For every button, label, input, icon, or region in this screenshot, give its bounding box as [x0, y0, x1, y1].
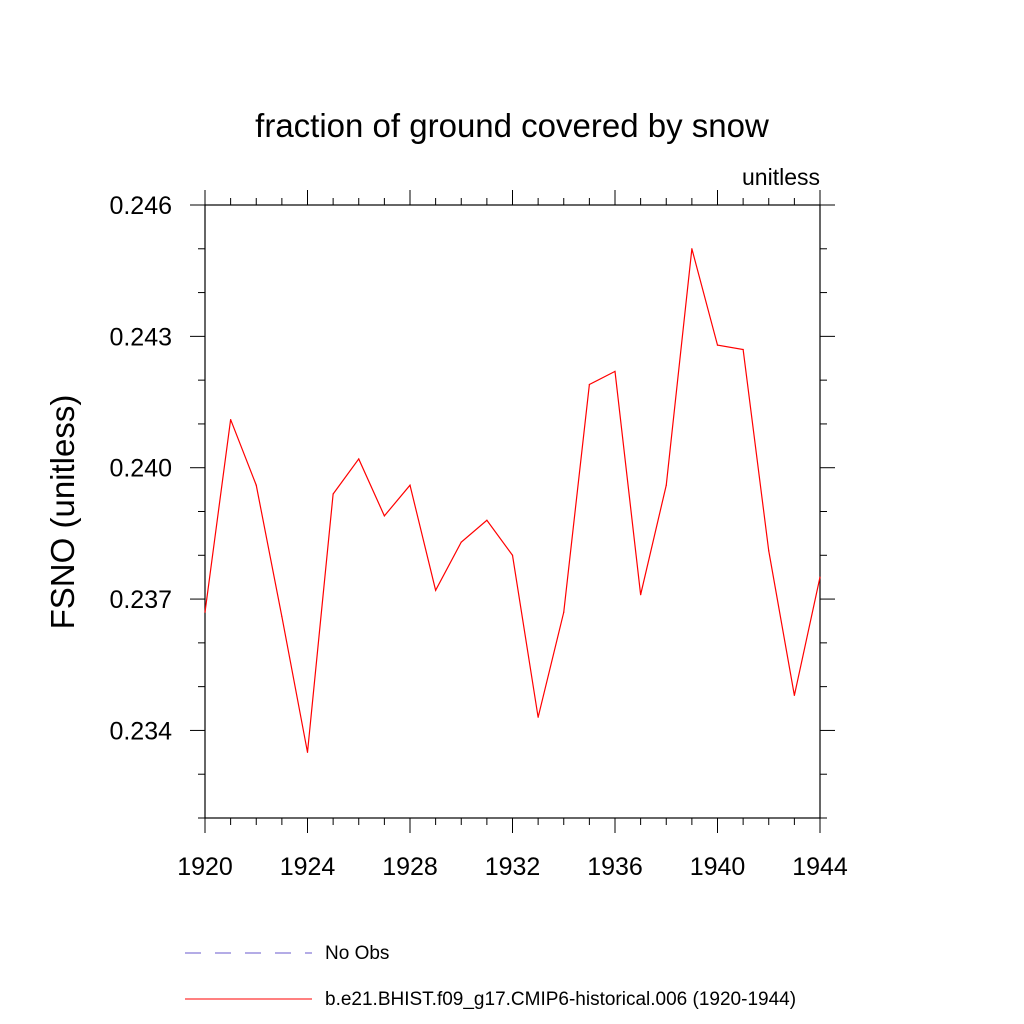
data-point: [640, 594, 642, 596]
data-point: [358, 458, 360, 460]
data-point: [768, 550, 770, 552]
data-point: [665, 484, 667, 486]
chart-title: fraction of ground covered by snow: [255, 107, 769, 144]
data-point: [383, 515, 385, 517]
series-group: [204, 248, 821, 753]
data-point: [306, 751, 309, 753]
x-tick-label: 1944: [792, 853, 848, 881]
data-point: [255, 484, 257, 486]
x-tick-label: 1928: [382, 853, 438, 881]
data-point: [435, 589, 437, 591]
data-point: [614, 370, 616, 372]
x-tick-labels: 1920 1924 1928 1932 1936 1940 1944: [177, 853, 848, 881]
data-point: [563, 611, 565, 613]
axis-ticks: [190, 190, 835, 833]
data-point: [281, 615, 283, 618]
y-tick-labels: 0.234 0.237 0.240 0.243 0.246: [109, 192, 172, 745]
data-point: [588, 383, 590, 386]
data-point: [230, 418, 232, 421]
y-tick-label: 0.240: [109, 455, 172, 483]
x-tick-label: 1920: [177, 853, 233, 881]
legend: No Obs b.e21.BHIST.f09_g17.CMIP6-histori…: [185, 943, 796, 1010]
data-point: [819, 576, 821, 578]
data-point: [486, 519, 488, 521]
data-point: [691, 248, 693, 250]
data-point: [537, 716, 539, 718]
data-point: [793, 694, 795, 697]
data-point: [204, 611, 206, 613]
data-point: [409, 484, 411, 486]
y-tick-label: 0.243: [109, 323, 172, 351]
x-tick-label: 1932: [485, 853, 541, 881]
x-tick-label: 1940: [690, 853, 746, 881]
data-point: [511, 554, 514, 556]
units-label: unitless: [742, 164, 820, 190]
data-point: [742, 348, 744, 351]
x-tick-label: 1924: [280, 853, 336, 881]
data-point: [716, 344, 719, 346]
y-tick-label: 0.237: [109, 586, 172, 614]
x-tick-label: 1936: [587, 853, 643, 881]
plot-frame: [204, 204, 821, 819]
y-tick-label: 0.234: [109, 717, 172, 745]
y-tick-label: 0.246: [109, 192, 172, 220]
series-line: [204, 248, 821, 753]
data-point: [332, 493, 334, 495]
data-point: [460, 541, 462, 543]
y-axis-label: FSNO (unitless): [44, 395, 81, 630]
legend-label-historical: b.e21.BHIST.f09_g17.CMIP6-historical.006…: [325, 989, 796, 1010]
legend-label-no-obs: No Obs: [325, 943, 389, 964]
